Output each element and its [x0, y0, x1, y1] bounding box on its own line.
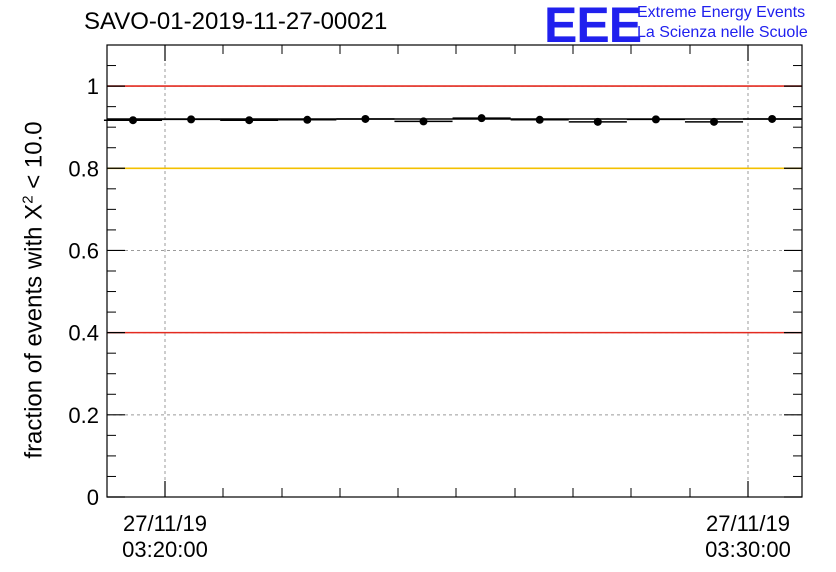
y-axis-label: fraction of events with X2 < 10.0: [20, 121, 49, 458]
data-point-4: [361, 114, 370, 123]
x-tick-label-date-0: 27/11/19: [123, 511, 207, 536]
y-axis-label-superscript: 2: [19, 195, 37, 204]
data-point-7: [535, 115, 544, 124]
eee-logo: EEE: [544, 0, 642, 53]
chart-title: SAVO-01-2019-11-27-00021: [84, 8, 388, 35]
logo-line-2: La Scienza nelle Scuole: [637, 24, 808, 41]
plot-frame: [106, 44, 803, 498]
data-point-5: [419, 117, 428, 126]
data-point-10: [710, 117, 718, 126]
data-point-1: [187, 115, 196, 124]
data-point-11: [768, 114, 777, 123]
y-tick-label-4: 0.8: [68, 156, 99, 181]
logo-line-1: Extreme Energy Events: [637, 4, 806, 21]
data-point-9: [651, 115, 660, 124]
data-point-6: [477, 114, 486, 123]
y-tick-label-0: 0: [87, 485, 99, 510]
data-point-2: [245, 116, 254, 125]
data-point-3: [303, 115, 312, 124]
y-tick-label-3: 0.6: [68, 238, 99, 263]
x-tick-label-date-1: 27/11/19: [706, 511, 790, 536]
y-tick-label-5: 1: [87, 74, 99, 99]
data-point-8: [593, 117, 602, 126]
y-axis-label-prefix: fraction of events with X: [20, 203, 48, 459]
y-tick-label-2: 0.4: [68, 321, 99, 346]
x-tick-label-time-0: 03:20:00: [122, 537, 208, 562]
x-tick-label-time-1: 03:30:00: [705, 537, 791, 562]
y-axis-label-suffix: < 10.0: [20, 121, 48, 196]
y-tick-label-1: 0.2: [68, 403, 99, 428]
data-point-0: [129, 116, 137, 125]
